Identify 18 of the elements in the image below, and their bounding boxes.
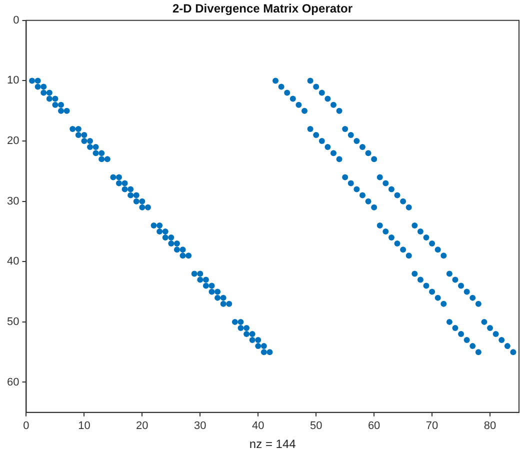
y-tick-label: 30 (6, 195, 20, 208)
x-tick-label: 30 (194, 420, 206, 432)
y-tick-label: 20 (6, 135, 20, 148)
x-tick-label: 40 (252, 420, 264, 432)
x-tick-label: 50 (310, 420, 322, 432)
y-tick-label: 10 (6, 74, 20, 87)
x-tick-label: 0 (23, 420, 30, 432)
chart-title: 2-D Divergence Matrix Operator (172, 2, 353, 16)
y-tick-label: 60 (6, 376, 20, 388)
x-tick-label: 20 (136, 420, 148, 432)
y-tick-label: 0 (13, 14, 20, 26)
y-tick-label: 50 (6, 316, 20, 328)
x-tick-label: 10 (78, 420, 90, 432)
x-tick-label: 80 (484, 420, 496, 432)
x-axis-title: nz = 144 (249, 437, 296, 452)
x-tick-label: 60 (368, 420, 380, 432)
x-tick-label: 70 (426, 420, 438, 432)
y-tick-label: 40 (6, 256, 20, 268)
